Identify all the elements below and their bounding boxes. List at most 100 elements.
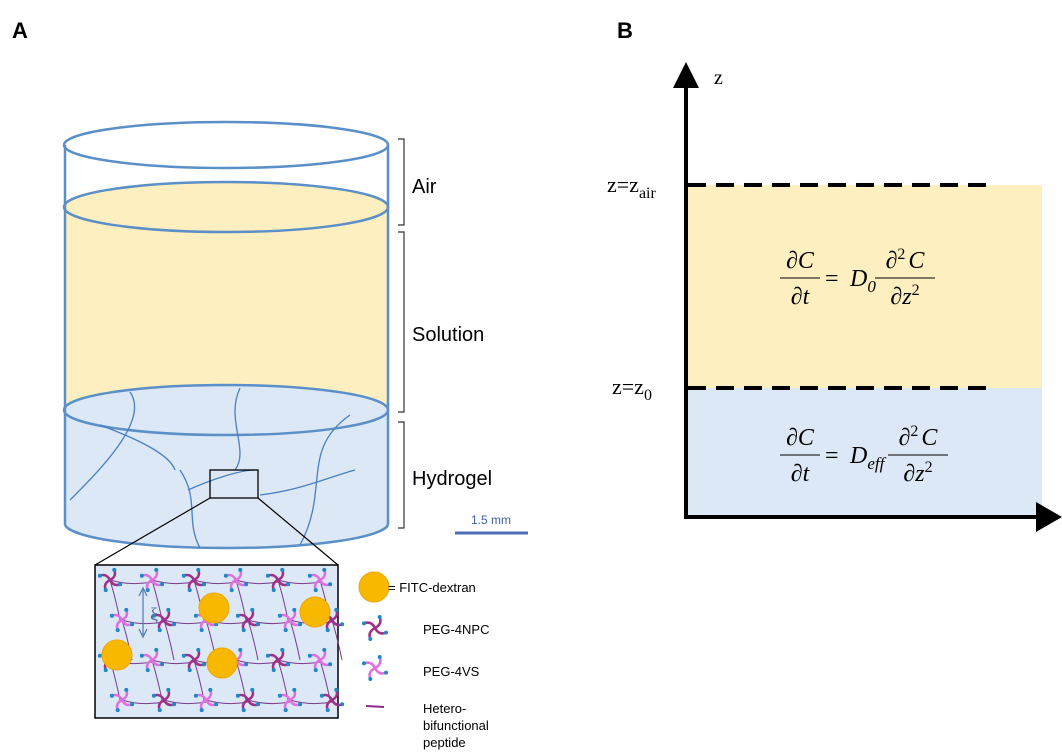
layer-label: Solution (412, 324, 484, 346)
panel-label: A (12, 18, 28, 43)
eq-part: C (908, 248, 925, 274)
peg-end (115, 628, 120, 633)
peg-end (241, 628, 246, 633)
level-label: z=z0 (612, 374, 652, 404)
peg-end (271, 588, 276, 593)
peg-end (313, 668, 318, 673)
peg-end (361, 621, 366, 626)
peg-end (130, 702, 135, 707)
legend-peg4vs (361, 654, 389, 682)
legend-peptide (365, 705, 385, 708)
peg-end (340, 702, 345, 707)
legend-label: bifunctional (423, 718, 489, 733)
peg-end (151, 613, 156, 618)
eq-part: ∂z (903, 461, 925, 487)
peg-end (139, 573, 144, 578)
polymer-strands (69, 387, 356, 549)
level-subscript: air (639, 185, 657, 202)
peg-end (368, 677, 373, 682)
eq-part: ∂ (886, 248, 898, 274)
legend-label: PEG-4VS (423, 664, 480, 679)
level-label: z=zair (607, 172, 656, 202)
eq-rhs-num: ∂2 C (886, 246, 926, 274)
peg-end (124, 687, 129, 692)
peg-end (187, 668, 192, 673)
peg-end (151, 693, 156, 698)
peg-end (157, 628, 162, 633)
equations: ∂C∂t= D0∂2 C∂z2∂C∂t= Deff∂2 C∂z2 (780, 246, 948, 487)
peg-end (118, 582, 123, 587)
legend-label: PEG-4NPC (423, 622, 489, 637)
peg-end (145, 668, 150, 673)
peg-end (384, 670, 389, 675)
hydrogel-region (688, 388, 1042, 517)
peg-end (172, 702, 177, 707)
eq-sup: 2 (912, 282, 920, 299)
eq-lhs-den: ∂t (791, 284, 811, 310)
peg-end (109, 693, 114, 698)
peg-end (145, 588, 150, 593)
peg-end (193, 693, 198, 698)
peg-end (307, 573, 312, 578)
peg-end (196, 567, 201, 572)
peg-end (368, 637, 373, 642)
eq-coef: D0 (849, 266, 876, 296)
peg-end (292, 687, 297, 692)
peg-end (377, 654, 382, 659)
peg-end (241, 708, 246, 713)
mesh-label: ξ (150, 604, 158, 624)
peg-end (377, 614, 382, 619)
peg-end (250, 607, 255, 612)
eq-part: ∂ (899, 425, 911, 451)
eq-lhs-num: ∂C (786, 248, 815, 274)
legend-label: = FITC-dextran (388, 580, 476, 595)
legend-label: Hetero- (423, 701, 466, 716)
peg-end (235, 693, 240, 698)
eq-equals: = (825, 266, 839, 292)
peg-end (250, 687, 255, 692)
peg-end (298, 702, 303, 707)
cylinder (62, 120, 390, 550)
solution-region (688, 185, 1042, 388)
peg-end (112, 567, 117, 572)
peg-end (322, 647, 327, 652)
zoom-line (94, 497, 211, 566)
peg-end (202, 662, 207, 667)
peg-end (109, 613, 114, 618)
peg-end (115, 708, 120, 713)
peg-end (124, 607, 129, 612)
peg-end (172, 622, 177, 627)
legend-peg4npc (361, 614, 389, 642)
peg-end (103, 588, 108, 593)
peg-end (130, 622, 135, 627)
peg-end (384, 630, 389, 635)
arrowhead (1036, 502, 1062, 532)
peg-end (193, 613, 198, 618)
zoom-line (257, 497, 339, 566)
eq-lhs-den: ∂t (791, 461, 811, 487)
eq-rhs-den: ∂z2 (903, 459, 932, 487)
peg-end (160, 662, 165, 667)
peg-end (187, 588, 192, 593)
peg-end (319, 693, 324, 698)
peg-end (157, 708, 162, 713)
peg-end (139, 653, 144, 658)
peg-end (286, 662, 291, 667)
peg-end (361, 661, 366, 666)
eq-coef-sub: eff (867, 454, 886, 473)
peg-end (340, 622, 345, 627)
zoom-region (209, 469, 259, 499)
network-box (94, 564, 339, 719)
eq-lhs-num: ∂C (786, 425, 815, 451)
eq-part: C (921, 425, 938, 451)
peg-end (229, 588, 234, 593)
peg-end (196, 647, 201, 652)
panel-label: B (617, 18, 633, 43)
eq-coef-base: D (849, 443, 867, 469)
peg-end (244, 582, 249, 587)
level-prefix: z=z (607, 172, 639, 197)
peg-end (325, 628, 330, 633)
eq-coef: Deff (849, 443, 887, 473)
legend-label: peptide (423, 735, 466, 750)
